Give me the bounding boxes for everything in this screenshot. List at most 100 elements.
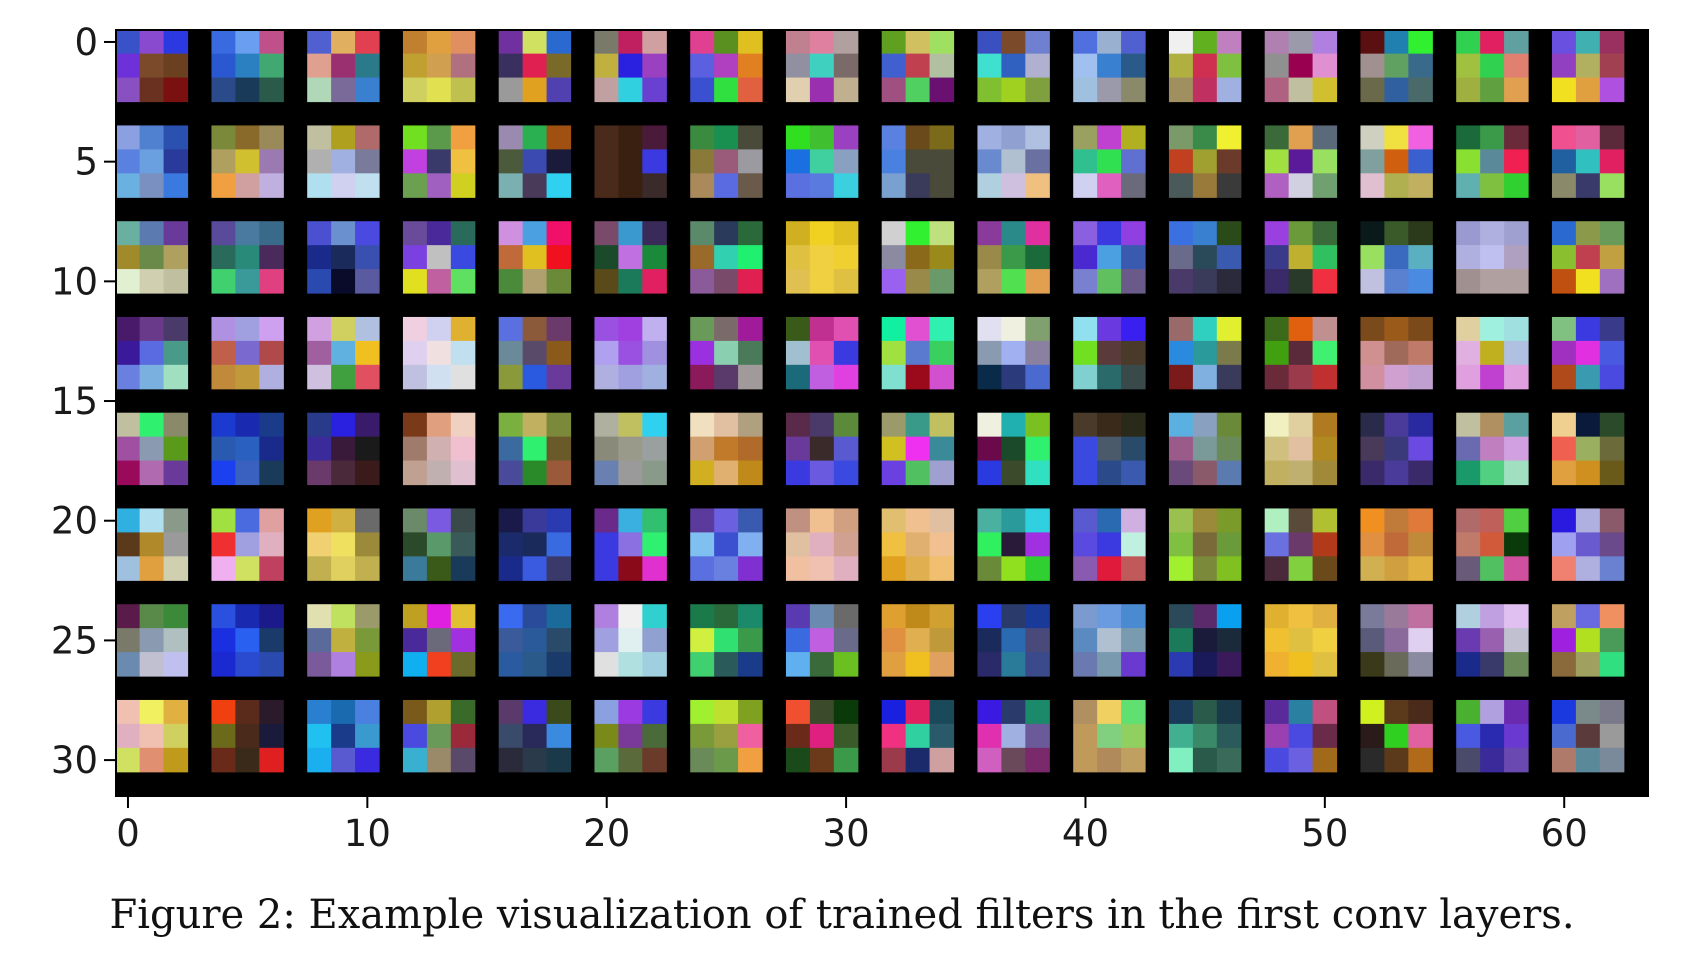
filter-cell: [1073, 556, 1098, 581]
filter-cell: [402, 221, 428, 246]
filter-cell: [426, 53, 452, 79]
filter-1-15: [1551, 125, 1625, 198]
filter-cell: [1551, 628, 1577, 653]
filter-cell: [522, 29, 548, 55]
filter-cell: [905, 747, 931, 773]
filter-cell: [881, 723, 907, 749]
filter-cell: [833, 316, 859, 342]
filter-cell: [1001, 77, 1026, 103]
filter-cell: [1025, 604, 1050, 629]
filter-cell: [1097, 53, 1122, 79]
filter-cell: [1456, 699, 1481, 725]
filter-0-12: [1264, 29, 1338, 103]
filter-1-1: [211, 125, 284, 198]
filter-cell: [1480, 699, 1505, 725]
filter-6-5: [594, 604, 667, 677]
filter-cell: [115, 460, 141, 486]
filter-cell: [594, 652, 619, 677]
filter-cell: [1312, 221, 1338, 246]
filter-cell: [115, 556, 141, 581]
filter-cell: [450, 436, 476, 462]
filter-cell: [1025, 245, 1050, 270]
filter-cell: [498, 628, 524, 653]
filter-cell: [1073, 532, 1098, 557]
filter-cell: [259, 747, 284, 773]
filter-cell: [1551, 269, 1577, 294]
filter-4-15: [1551, 412, 1625, 486]
filter-cell: [163, 125, 189, 150]
filter-7-14: [1456, 699, 1529, 773]
filter-cell: [714, 436, 739, 462]
filter-cell: [1001, 652, 1026, 677]
filter-cell: [1121, 556, 1146, 581]
filter-5-2: [307, 508, 380, 581]
filter-cell: [546, 149, 572, 174]
filter-cell: [714, 221, 739, 246]
filter-cell: [115, 340, 141, 366]
filter-cell: [259, 53, 284, 79]
filter-2-12: [1264, 221, 1338, 294]
filter-cell: [331, 628, 356, 653]
filter-cell: [307, 604, 332, 629]
filter-cell: [1192, 436, 1218, 462]
filter-2-4: [498, 221, 572, 294]
filter-cell: [1312, 604, 1338, 629]
filter-cell: [1121, 340, 1146, 366]
filter-cell: [235, 77, 260, 103]
filter-cell: [139, 412, 165, 438]
filter-cell: [1216, 125, 1242, 150]
filter-cell: [690, 125, 715, 150]
filter-cell: [498, 221, 524, 246]
filter-cell: [355, 723, 380, 749]
filter-cell: [1168, 173, 1194, 198]
filter-2-1: [211, 221, 284, 294]
filter-cell: [1504, 149, 1529, 174]
filter-cell: [881, 604, 907, 629]
filter-cell: [163, 221, 189, 246]
filter-1-3: [402, 125, 476, 198]
filter-2-3: [402, 221, 476, 294]
filter-cell: [738, 173, 763, 198]
filter-cell: [1168, 125, 1194, 150]
filter-6-14: [1456, 604, 1529, 677]
filter-cell: [1192, 245, 1218, 270]
filter-cell: [881, 747, 907, 773]
filter-cell: [235, 221, 260, 246]
filter-cell: [1456, 436, 1481, 462]
filter-cell: [115, 221, 141, 246]
filter-cell: [738, 29, 763, 55]
filter-cell: [1121, 652, 1146, 677]
filter-cell: [402, 269, 428, 294]
filter-cell: [905, 269, 931, 294]
filter-cell: [690, 508, 715, 533]
filter-1-6: [690, 125, 763, 198]
filter-cell: [929, 340, 955, 366]
filter-cell: [881, 364, 907, 390]
filter-cell: [618, 316, 643, 342]
filter-cell: [738, 460, 763, 486]
filter-cell: [1504, 77, 1529, 103]
filter-cell: [522, 269, 548, 294]
filter-cell: [1097, 245, 1122, 270]
filter-cell: [1312, 436, 1338, 462]
filter-cell: [498, 364, 524, 390]
filter-cell: [833, 460, 859, 486]
filter-cell: [785, 77, 811, 103]
filter-cell: [809, 723, 835, 749]
filter-7-4: [498, 699, 572, 773]
filter-cell: [1504, 340, 1529, 366]
filter-cell: [522, 460, 548, 486]
filter-cell: [642, 436, 667, 462]
filter-cell: [1480, 412, 1505, 438]
filter-5-15: [1551, 508, 1625, 581]
filter-cell: [1360, 652, 1385, 677]
filter-cell: [833, 628, 859, 653]
filter-cell: [977, 364, 1002, 390]
filter-cell: [738, 316, 763, 342]
filter-cell: [163, 460, 189, 486]
filter-cell: [1551, 436, 1577, 462]
filter-cell: [618, 628, 643, 653]
filter-cell: [1312, 340, 1338, 366]
filter-cell: [163, 412, 189, 438]
filter-cell: [1575, 723, 1601, 749]
